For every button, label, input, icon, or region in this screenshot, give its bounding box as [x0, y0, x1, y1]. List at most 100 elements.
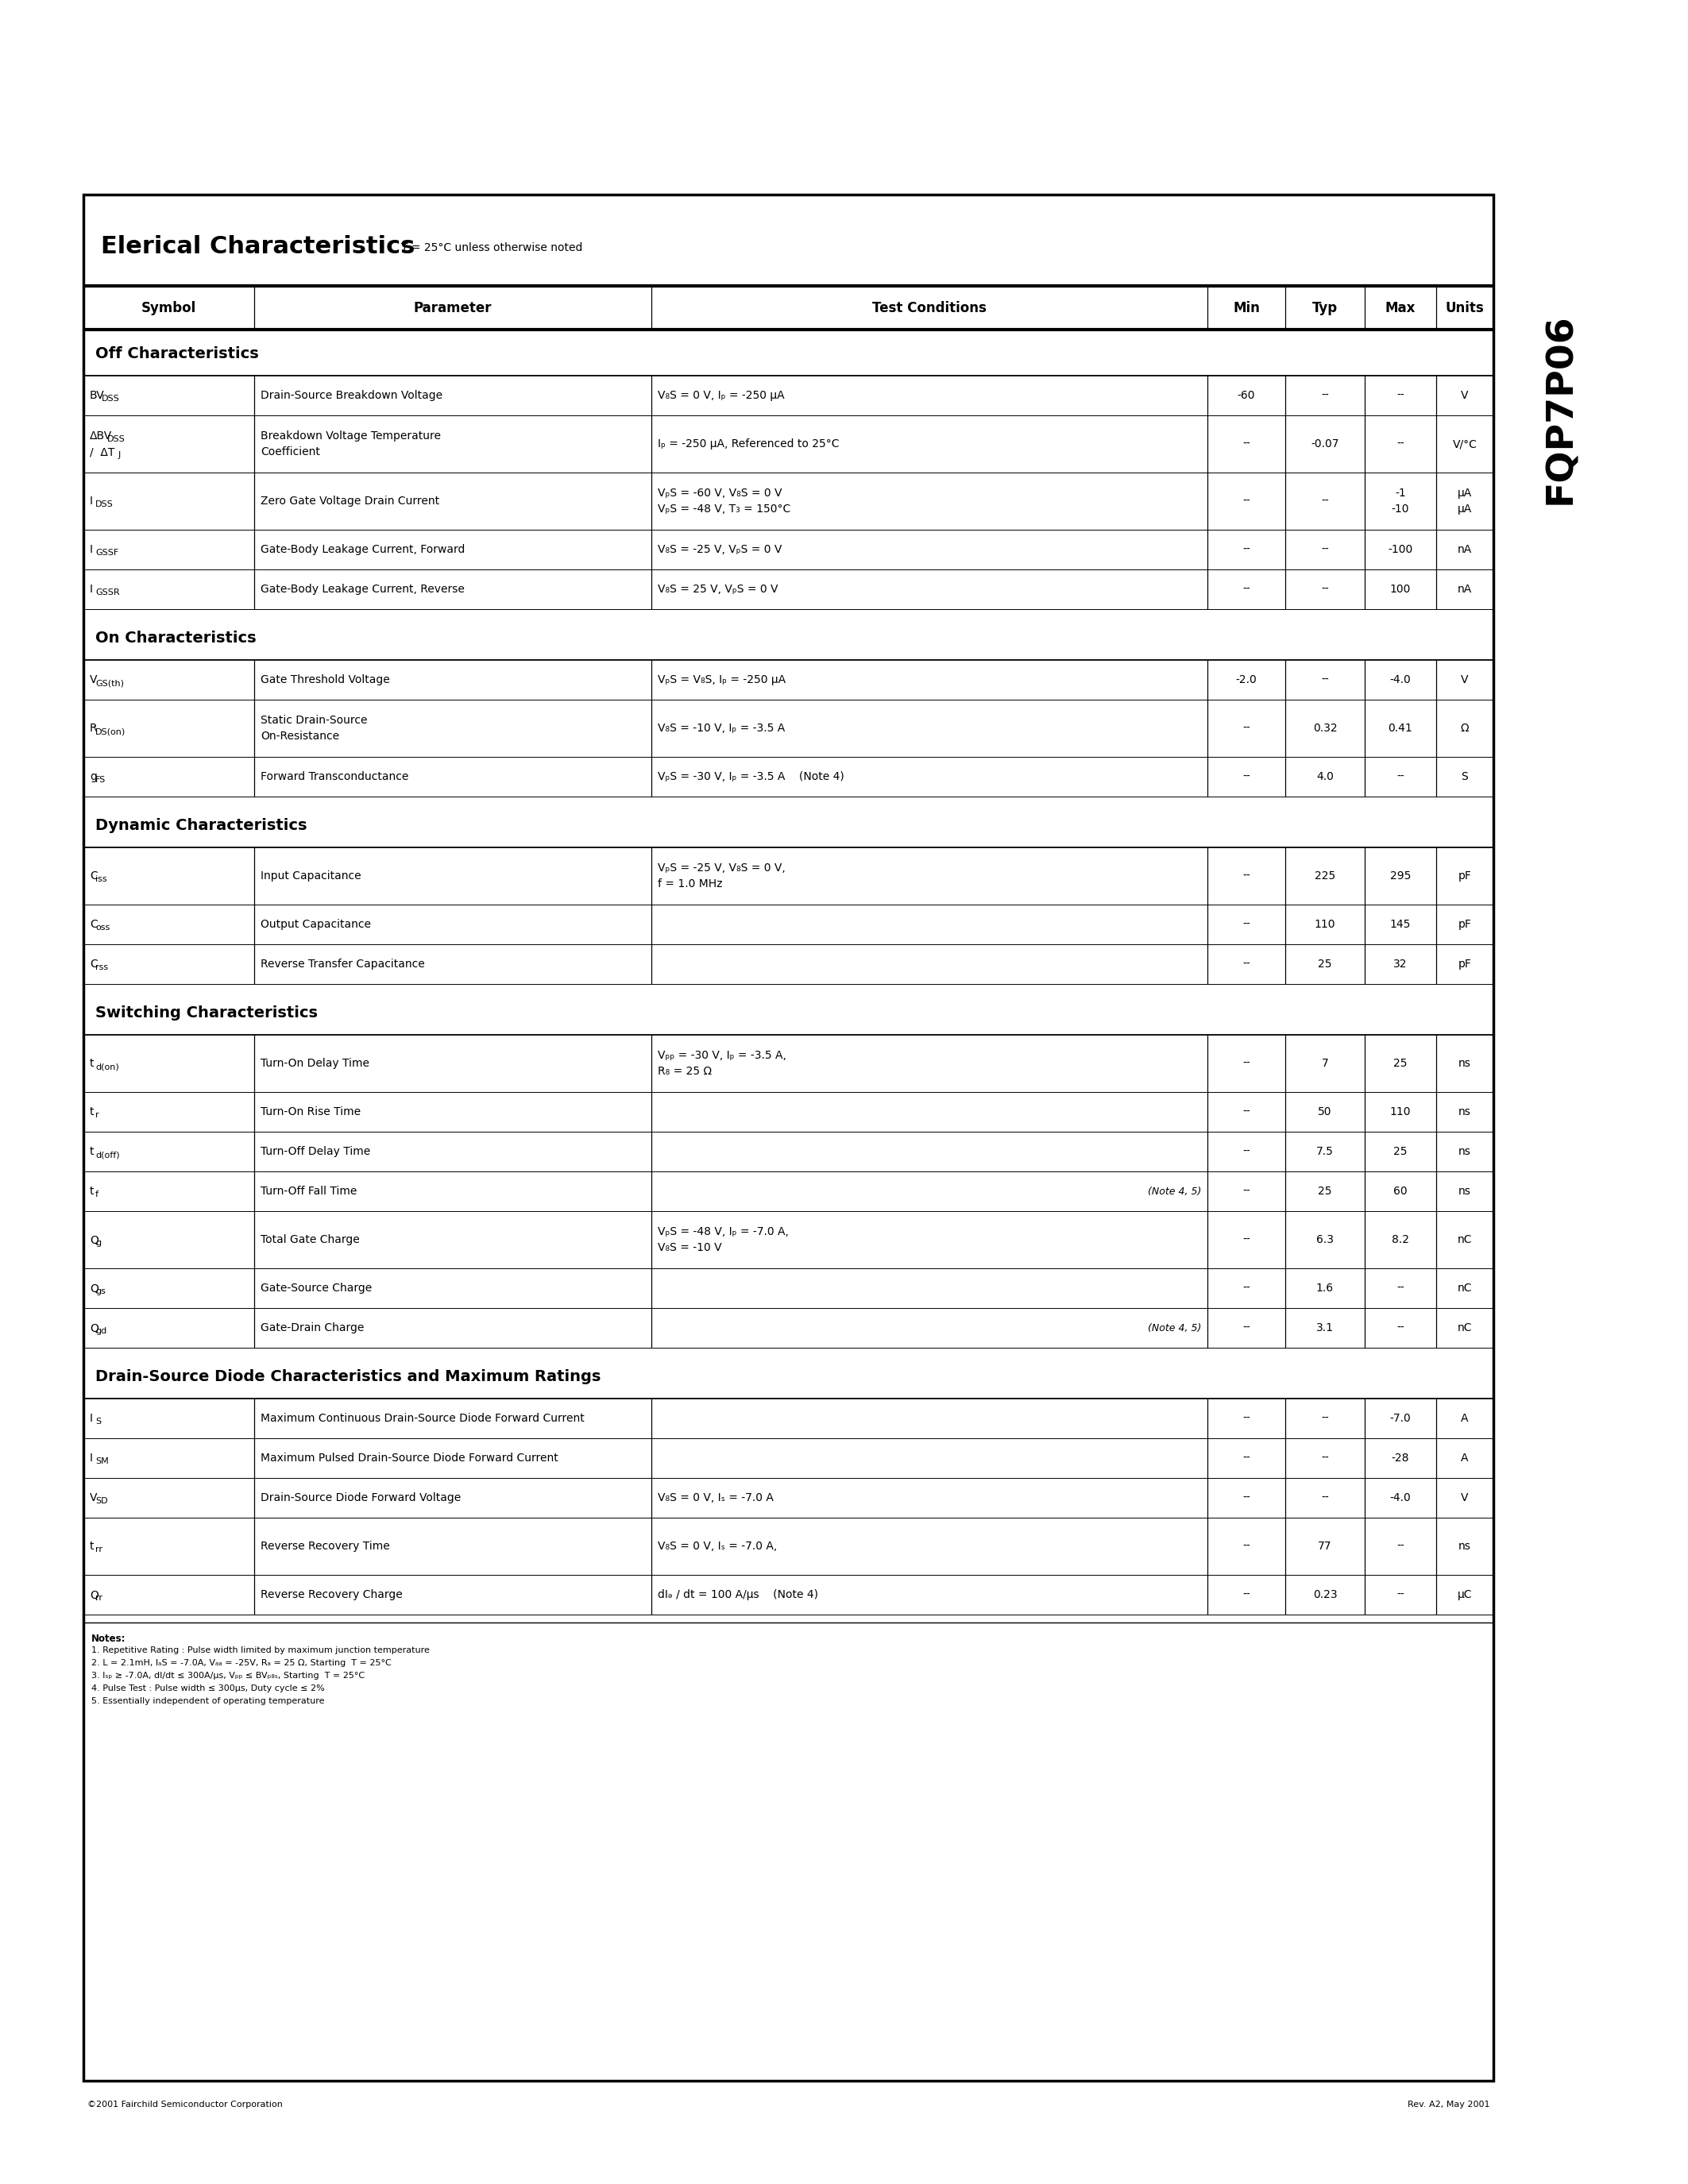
- Text: rss: rss: [96, 963, 108, 972]
- Text: V: V: [1462, 391, 1469, 402]
- Text: --: --: [1242, 1282, 1251, 1293]
- Text: Gate-Drain Charge: Gate-Drain Charge: [260, 1321, 365, 1334]
- Text: -4.0: -4.0: [1389, 675, 1411, 686]
- Text: -28: -28: [1391, 1452, 1409, 1463]
- Text: ns: ns: [1458, 1057, 1472, 1068]
- Text: --: --: [1242, 583, 1251, 594]
- Text: Test Conditions: Test Conditions: [873, 301, 986, 314]
- Text: 5. Essentially independent of operating temperature: 5. Essentially independent of operating …: [91, 1697, 324, 1706]
- Text: --: --: [1322, 1413, 1328, 1424]
- Text: VₚS = -48 V, Iₚ = -7.0 A,: VₚS = -48 V, Iₚ = -7.0 A,: [658, 1225, 788, 1238]
- Text: 100: 100: [1389, 583, 1411, 594]
- Text: V₈S = -10 V, Iₚ = -3.5 A: V₈S = -10 V, Iₚ = -3.5 A: [658, 723, 785, 734]
- Text: V: V: [1462, 1492, 1469, 1503]
- Text: BV: BV: [89, 391, 105, 402]
- Text: rr: rr: [96, 1594, 103, 1601]
- Text: --: --: [1242, 1107, 1251, 1118]
- Text: V: V: [1462, 675, 1469, 686]
- Text: --: --: [1242, 1590, 1251, 1601]
- Text: 60: 60: [1394, 1186, 1408, 1197]
- Text: --: --: [1242, 1492, 1251, 1503]
- Text: -10: -10: [1391, 505, 1409, 515]
- Text: 8.2: 8.2: [1391, 1234, 1409, 1245]
- Text: -0.07: -0.07: [1312, 439, 1339, 450]
- Text: I: I: [89, 1452, 93, 1463]
- Text: f = 1.0 MHz: f = 1.0 MHz: [658, 878, 722, 889]
- Text: pF: pF: [1458, 871, 1472, 882]
- Text: ns: ns: [1458, 1107, 1472, 1118]
- Text: -2.0: -2.0: [1236, 675, 1258, 686]
- Text: Input Capacitance: Input Capacitance: [260, 871, 361, 882]
- Text: Forward Transconductance: Forward Transconductance: [260, 771, 408, 782]
- Text: -4.0: -4.0: [1389, 1492, 1411, 1503]
- Text: --: --: [1322, 583, 1328, 594]
- Text: --: --: [1396, 391, 1404, 402]
- Text: --: --: [1396, 439, 1404, 450]
- Text: V₈S = 0 V, Iₚ = -250 μA: V₈S = 0 V, Iₚ = -250 μA: [658, 391, 785, 402]
- Text: pF: pF: [1458, 919, 1472, 930]
- Text: Switching Characteristics: Switching Characteristics: [95, 1005, 317, 1020]
- Text: nC: nC: [1457, 1321, 1472, 1334]
- Text: Rev. A2, May 2001: Rev. A2, May 2001: [1408, 2101, 1489, 2108]
- Text: Elerical Characteristics: Elerical Characteristics: [101, 234, 415, 258]
- Text: Drain-Source Diode Characteristics and Maximum Ratings: Drain-Source Diode Characteristics and M…: [95, 1369, 601, 1385]
- Text: ns: ns: [1458, 1147, 1472, 1158]
- Text: ©2001 Fairchild Semiconductor Corporation: ©2001 Fairchild Semiconductor Corporatio…: [88, 2101, 282, 2108]
- Text: Notes:: Notes:: [91, 1634, 127, 1645]
- Text: --: --: [1242, 919, 1251, 930]
- Text: Ω: Ω: [1460, 723, 1469, 734]
- Text: Q: Q: [89, 1282, 98, 1293]
- Text: (Note 4, 5): (Note 4, 5): [1148, 1324, 1202, 1332]
- Text: FQP7P06: FQP7P06: [1543, 314, 1578, 505]
- Text: T⁣ = 25°C unless otherwise noted: T⁣ = 25°C unless otherwise noted: [402, 242, 582, 253]
- Text: VₚS = -60 V, V₈S = 0 V: VₚS = -60 V, V₈S = 0 V: [658, 487, 782, 498]
- Text: Reverse Transfer Capacitance: Reverse Transfer Capacitance: [260, 959, 425, 970]
- Text: Reverse Recovery Time: Reverse Recovery Time: [260, 1540, 390, 1553]
- Text: t: t: [89, 1107, 95, 1118]
- Text: Gate-Source Charge: Gate-Source Charge: [260, 1282, 371, 1293]
- Text: 77: 77: [1318, 1540, 1332, 1553]
- Text: μA: μA: [1457, 505, 1472, 515]
- Text: R₈ = 25 Ω: R₈ = 25 Ω: [658, 1066, 712, 1077]
- Text: --: --: [1242, 439, 1251, 450]
- Text: Coefficient: Coefficient: [260, 446, 321, 456]
- Text: Parameter: Parameter: [414, 301, 491, 314]
- Text: -1: -1: [1394, 487, 1406, 498]
- Text: A: A: [1462, 1452, 1469, 1463]
- Text: C: C: [89, 919, 98, 930]
- Text: --: --: [1396, 771, 1404, 782]
- Text: GS(th): GS(th): [96, 679, 125, 688]
- Text: I: I: [89, 544, 93, 555]
- Text: GSSR: GSSR: [96, 587, 120, 596]
- Text: Units: Units: [1445, 301, 1484, 314]
- Text: Breakdown Voltage Temperature: Breakdown Voltage Temperature: [260, 430, 441, 441]
- Text: V₈S = 0 V, Iₛ = -7.0 A: V₈S = 0 V, Iₛ = -7.0 A: [658, 1492, 773, 1503]
- Text: --: --: [1396, 1282, 1404, 1293]
- Text: Iₚ = -250 μA, Referenced to 25°C: Iₚ = -250 μA, Referenced to 25°C: [658, 439, 839, 450]
- Text: rr: rr: [96, 1546, 103, 1553]
- Text: -60: -60: [1237, 391, 1256, 402]
- Text: R: R: [89, 723, 98, 734]
- Text: /  ΔT: / ΔT: [89, 446, 115, 456]
- Text: SD: SD: [96, 1496, 108, 1505]
- Text: --: --: [1242, 1057, 1251, 1068]
- Text: A: A: [1462, 1413, 1469, 1424]
- Text: Off Characteristics: Off Characteristics: [95, 345, 258, 360]
- Text: μC: μC: [1457, 1590, 1472, 1601]
- Text: t: t: [89, 1540, 95, 1553]
- Text: S: S: [96, 1417, 101, 1426]
- Text: 25: 25: [1394, 1147, 1408, 1158]
- Text: DS(on): DS(on): [96, 727, 127, 736]
- Text: nC: nC: [1457, 1234, 1472, 1245]
- Text: Turn-Off Fall Time: Turn-Off Fall Time: [260, 1186, 356, 1197]
- Text: S: S: [1462, 771, 1469, 782]
- Text: --: --: [1242, 1234, 1251, 1245]
- Text: 25: 25: [1394, 1057, 1408, 1068]
- Text: 0.32: 0.32: [1313, 723, 1337, 734]
- Text: 7.5: 7.5: [1317, 1147, 1334, 1158]
- Text: gs: gs: [96, 1286, 106, 1295]
- Text: --: --: [1322, 675, 1328, 686]
- Text: C: C: [89, 959, 98, 970]
- Text: --: --: [1322, 1492, 1328, 1503]
- Text: g: g: [89, 771, 96, 782]
